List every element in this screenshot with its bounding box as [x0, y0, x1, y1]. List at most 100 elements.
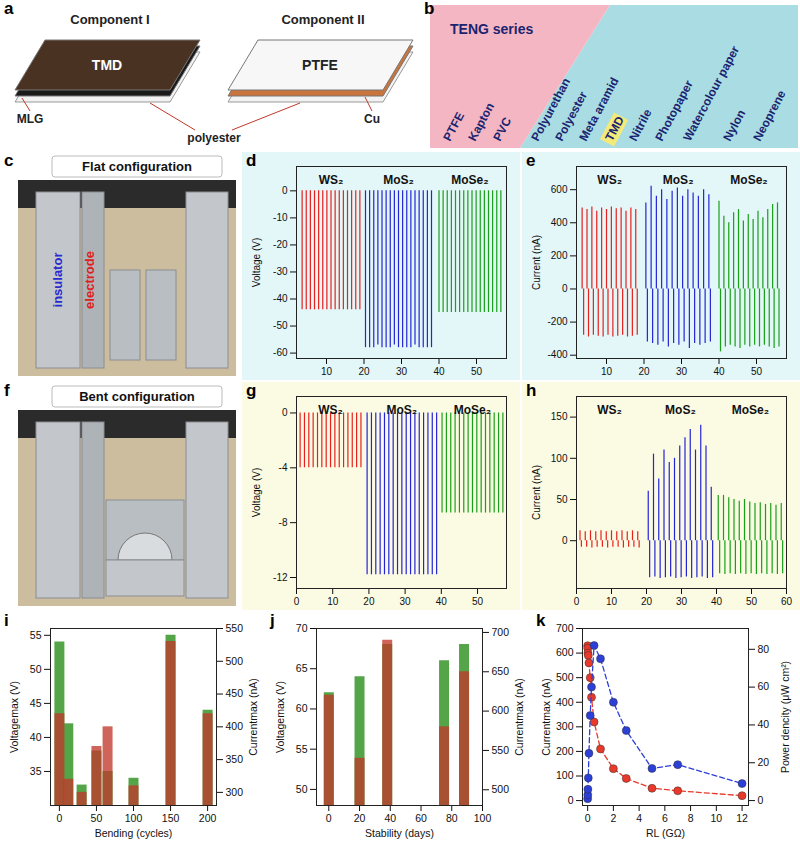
svg-text:65: 65 — [296, 662, 308, 674]
svg-text:-30: -30 — [273, 266, 288, 277]
svg-text:MLG: MLG — [17, 112, 44, 126]
svg-text:30: 30 — [676, 596, 688, 607]
svg-text:0: 0 — [585, 812, 591, 824]
svg-text:500: 500 — [556, 671, 574, 683]
svg-text:700: 700 — [492, 626, 510, 638]
svg-text:TMD: TMD — [92, 57, 122, 73]
svg-text:Neoprene: Neoprene — [750, 88, 788, 144]
svg-text:10: 10 — [321, 366, 333, 377]
svg-text:-10: -10 — [273, 212, 288, 223]
svg-text:MoS₂: MoS₂ — [383, 173, 414, 187]
svg-text:4: 4 — [636, 812, 642, 824]
svg-text:WS₂: WS₂ — [597, 403, 622, 417]
svg-text:8: 8 — [688, 812, 694, 824]
svg-text:40: 40 — [384, 812, 396, 824]
svg-text:20: 20 — [363, 596, 375, 607]
svg-text:PVC: PVC — [490, 115, 514, 144]
svg-text:2: 2 — [610, 812, 616, 824]
svg-text:50: 50 — [751, 366, 763, 377]
svg-text:polyester: polyester — [187, 131, 241, 145]
svg-text:0: 0 — [562, 283, 568, 294]
svg-text:Stability (days): Stability (days) — [365, 827, 434, 839]
svg-text:80: 80 — [758, 643, 770, 655]
svg-text:50: 50 — [556, 494, 568, 505]
svg-text:-200: -200 — [547, 316, 567, 327]
svg-text:30: 30 — [400, 596, 412, 607]
svg-text:60: 60 — [758, 680, 770, 692]
svg-text:0: 0 — [574, 596, 580, 607]
svg-text:WS₂: WS₂ — [319, 173, 344, 187]
svg-text:500: 500 — [492, 783, 510, 795]
svg-text:200: 200 — [551, 250, 568, 261]
svg-text:Nitrile: Nitrile — [626, 107, 654, 144]
svg-text:80: 80 — [446, 812, 458, 824]
svg-text:300: 300 — [226, 786, 244, 798]
svg-text:70: 70 — [296, 622, 308, 634]
svg-text:0: 0 — [282, 407, 288, 418]
svg-text:100: 100 — [474, 812, 492, 824]
svg-text:Voltagemax (V): Voltagemax (V) — [274, 681, 286, 753]
svg-text:40: 40 — [30, 731, 42, 743]
svg-text:55: 55 — [296, 743, 308, 755]
svg-text:60: 60 — [296, 702, 308, 714]
svg-text:-8: -8 — [279, 517, 288, 528]
svg-text:insulator: insulator — [50, 253, 65, 308]
svg-text:50: 50 — [471, 366, 483, 377]
svg-text:-40: -40 — [273, 293, 288, 304]
svg-text:20: 20 — [358, 366, 370, 377]
svg-text:-20: -20 — [273, 239, 288, 250]
svg-text:600: 600 — [556, 646, 574, 658]
svg-text:350: 350 — [226, 753, 244, 765]
svg-text:Nylon: Nylon — [720, 107, 748, 143]
svg-text:20: 20 — [638, 366, 650, 377]
svg-text:TMD: TMD — [602, 114, 627, 144]
svg-text:400: 400 — [556, 696, 574, 708]
svg-text:30: 30 — [396, 366, 408, 377]
svg-text:300: 300 — [556, 720, 574, 732]
svg-text:Voltage (V): Voltage (V) — [251, 238, 262, 287]
svg-text:MoSe₂: MoSe₂ — [730, 173, 767, 187]
svg-text:55: 55 — [30, 629, 42, 641]
svg-text:35: 35 — [30, 765, 42, 777]
svg-text:400: 400 — [226, 720, 244, 732]
svg-text:PTFE: PTFE — [440, 110, 467, 144]
svg-text:-400: -400 — [547, 349, 567, 360]
svg-text:Bending (cycles): Bending (cycles) — [95, 827, 173, 839]
svg-text:200: 200 — [556, 745, 574, 757]
svg-text:20: 20 — [354, 812, 366, 824]
svg-text:550: 550 — [492, 744, 510, 756]
svg-text:Component II: Component II — [281, 12, 364, 27]
svg-text:WS₂: WS₂ — [597, 173, 622, 187]
svg-text:500: 500 — [226, 655, 244, 667]
svg-text:40: 40 — [758, 718, 770, 730]
svg-text:650: 650 — [492, 665, 510, 677]
svg-text:50: 50 — [296, 783, 308, 795]
svg-text:Current (nA): Current (nA) — [531, 235, 542, 290]
svg-text:-50: -50 — [273, 320, 288, 331]
svg-text:0: 0 — [758, 794, 764, 806]
svg-text:Cu: Cu — [364, 112, 380, 126]
svg-text:Power dencity (μW cm²): Power dencity (μW cm²) — [779, 661, 791, 773]
svg-text:-12: -12 — [273, 572, 288, 583]
svg-text:10: 10 — [606, 596, 618, 607]
svg-text:20: 20 — [758, 756, 770, 768]
svg-text:0: 0 — [56, 812, 62, 824]
svg-text:Component I: Component I — [70, 12, 149, 27]
svg-text:150: 150 — [551, 411, 568, 422]
svg-text:Flat configuration: Flat configuration — [82, 159, 192, 174]
svg-text:50: 50 — [746, 596, 758, 607]
svg-text:40: 40 — [433, 366, 445, 377]
svg-text:Currentmax (nA): Currentmax (nA) — [540, 678, 552, 756]
svg-text:450: 450 — [226, 687, 244, 699]
svg-text:600: 600 — [551, 184, 568, 195]
svg-text:50: 50 — [91, 812, 103, 824]
svg-text:50: 50 — [472, 596, 484, 607]
svg-text:30: 30 — [676, 366, 688, 377]
svg-text:MoSe₂: MoSe₂ — [732, 403, 769, 417]
svg-text:MoSe₂: MoSe₂ — [451, 173, 488, 187]
svg-text:0: 0 — [282, 185, 288, 196]
svg-text:Currentmax (nA): Currentmax (nA) — [513, 678, 525, 756]
svg-text:Current (nA): Current (nA) — [531, 465, 542, 520]
svg-text:6: 6 — [662, 812, 668, 824]
svg-text:100: 100 — [551, 453, 568, 464]
